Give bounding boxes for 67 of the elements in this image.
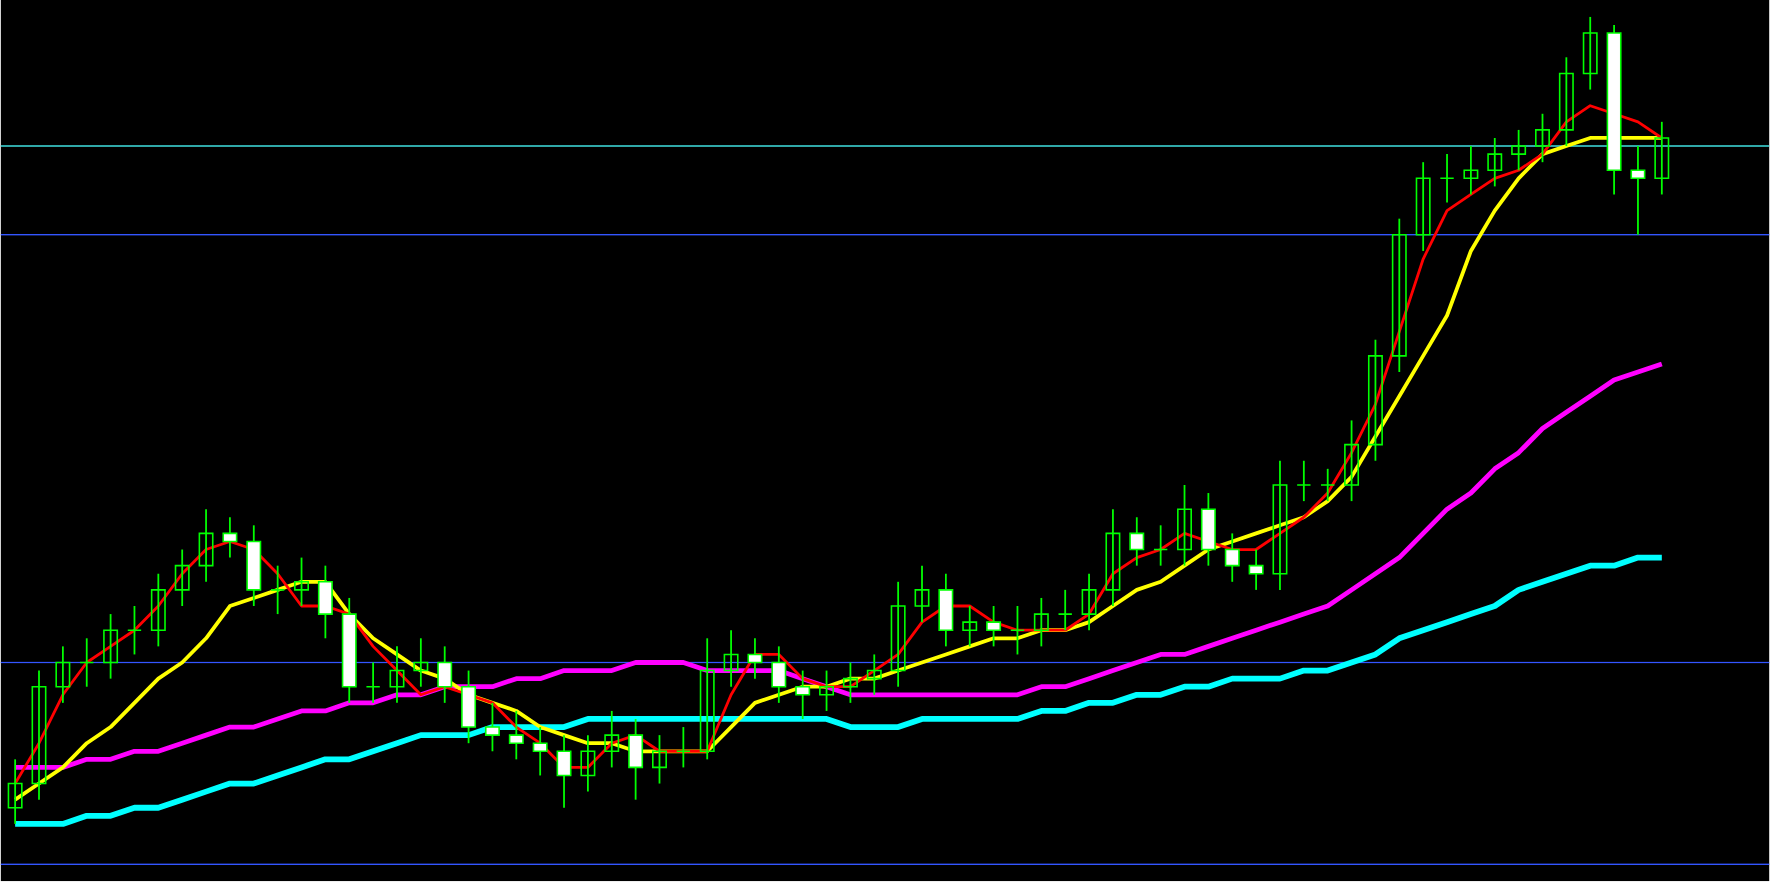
candlestick — [484, 702, 500, 753]
candlestick — [7, 758, 23, 826]
candlestick — [1320, 468, 1336, 503]
candlestick — [1057, 589, 1073, 632]
candlestick — [747, 637, 763, 680]
candlestick — [723, 629, 739, 689]
candlestick — [31, 670, 47, 801]
candlestick — [1487, 137, 1503, 188]
candlestick — [532, 726, 548, 777]
candlestick — [1248, 549, 1264, 592]
candlestick — [556, 734, 572, 810]
candlestick — [1296, 460, 1312, 503]
candlestick — [795, 670, 811, 721]
candlestick — [652, 734, 667, 785]
candlestick — [1129, 516, 1145, 567]
candlestick — [270, 565, 286, 616]
candlestick — [580, 734, 596, 793]
candlestick — [1200, 492, 1216, 567]
candlestick — [198, 508, 214, 584]
candlestick — [1391, 218, 1407, 374]
candlestick — [55, 645, 71, 705]
candlestick — [1272, 460, 1288, 592]
candlestick — [508, 710, 524, 761]
candlestick — [1630, 145, 1646, 237]
candlestick — [79, 637, 95, 689]
candlestick — [1153, 524, 1169, 567]
candlestick — [461, 670, 477, 745]
candlestick — [1654, 121, 1670, 196]
candlestick — [938, 573, 954, 648]
candlestick — [819, 670, 835, 713]
candlestick — [866, 653, 882, 697]
candlestick — [389, 645, 405, 705]
candlestick — [222, 516, 238, 559]
candlestick — [1463, 145, 1479, 196]
candlestick — [1081, 573, 1097, 632]
candlestick — [437, 645, 453, 705]
candlestick — [1344, 419, 1360, 503]
candlestick — [771, 645, 787, 705]
candlestick — [1367, 339, 1383, 463]
candlestick — [1009, 605, 1025, 656]
candlestick — [890, 581, 906, 689]
candlestick — [628, 718, 644, 801]
candlestick — [1177, 484, 1192, 567]
candlestick — [1415, 161, 1431, 253]
candlestick — [294, 557, 309, 608]
candlestick — [174, 549, 190, 608]
candlestick — [1439, 153, 1455, 204]
candlestick — [1033, 597, 1049, 648]
candlestick — [126, 605, 142, 656]
candlestick — [842, 662, 858, 705]
candlestick — [103, 613, 119, 680]
candlestick — [914, 565, 930, 624]
candlestick — [1511, 129, 1527, 172]
candlestick — [365, 662, 381, 705]
candlestick — [675, 726, 691, 769]
candlestick — [1558, 56, 1574, 148]
candlestick — [413, 637, 429, 689]
candlestick — [1535, 113, 1550, 164]
candlestick — [1582, 16, 1598, 91]
candlestick — [604, 710, 620, 769]
candlestick — [699, 637, 715, 761]
candlestick — [962, 605, 978, 648]
candlestick — [317, 565, 333, 640]
candlestick — [150, 573, 166, 648]
candlestick — [986, 605, 1002, 648]
candlestick — [1105, 508, 1121, 608]
candlestick — [1224, 532, 1240, 584]
